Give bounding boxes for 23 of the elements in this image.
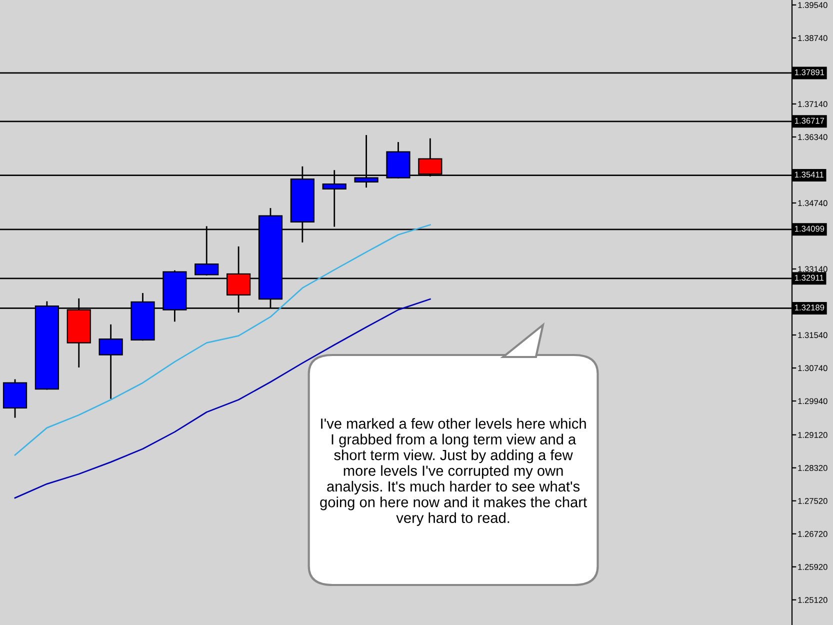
ref-line-label: 1.32189 bbox=[795, 304, 824, 310]
ref-line-label: 1.35411 bbox=[795, 172, 824, 178]
ref-line-label: 1.34099 bbox=[795, 226, 824, 232]
y-tick-label: 1.34740 bbox=[798, 200, 828, 206]
ref-line-label: 1.37891 bbox=[795, 69, 824, 76]
ref-line-label: 1.36717 bbox=[795, 118, 824, 124]
y-tick-label: 1.29940 bbox=[798, 398, 828, 404]
y-tick-label: 1.30740 bbox=[798, 365, 828, 372]
candlestick bbox=[98, 324, 123, 399]
y-tick-label: 1.28320 bbox=[798, 465, 828, 471]
y-tick-label: 1.31540 bbox=[798, 332, 828, 338]
y-tick-label: 1.29120 bbox=[798, 432, 828, 438]
y-tick-label: 1.27520 bbox=[798, 498, 828, 504]
y-tick-label: 1.39540 bbox=[798, 2, 828, 8]
annotation: I've marked a few other levels here which I grabbed from a long term view and a short term view. Just by adding a few more levels I've corrupted my own analysis. It's much harder to see what's going on here now and it makes the chart very hard to read. bbox=[320, 418, 587, 526]
y-tick-label: 1.25120 bbox=[798, 597, 828, 603]
ref-line-label: 1.32911 bbox=[795, 274, 824, 281]
y-tick-label: 1.38740 bbox=[798, 35, 828, 42]
y-tick-label: 1.33140 bbox=[798, 266, 828, 272]
y-tick-label: 1.25920 bbox=[798, 564, 828, 570]
y-tick-label: 1.26720 bbox=[798, 531, 828, 537]
y-tick-label: 1.36340 bbox=[798, 134, 828, 140]
y-tick-label: 1.37140 bbox=[798, 101, 828, 108]
